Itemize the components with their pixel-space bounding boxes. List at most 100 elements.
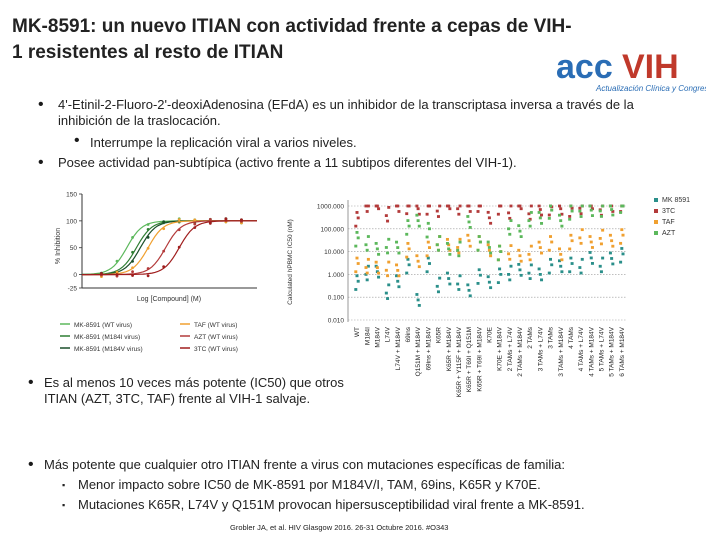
dose-response-point [193, 226, 197, 230]
scatter-category-label: M184I [364, 327, 371, 345]
scatter-point [364, 266, 368, 269]
scatter-point [365, 271, 369, 275]
scatter-point [448, 252, 452, 256]
scatter-point [366, 204, 370, 208]
scatter-point [559, 219, 563, 223]
scatter-point [425, 254, 429, 258]
scatter-point [457, 212, 461, 216]
scatter-point [509, 219, 513, 222]
dose-response-point [162, 220, 166, 224]
scatter-point [611, 210, 615, 213]
scatter-point [384, 214, 388, 217]
scatter-point [468, 226, 472, 229]
scatter-point [611, 244, 615, 248]
scatter-point [447, 243, 451, 247]
scatter-point [456, 246, 460, 249]
scatter-point [507, 252, 511, 256]
dose-response-curve [82, 220, 257, 276]
dose-response-point [115, 270, 119, 274]
scatter-point [578, 209, 582, 213]
scatter-point [397, 251, 401, 255]
scatter-point [518, 268, 522, 272]
scatter-point [589, 208, 593, 212]
scatter-category-label: 3 TAMs [548, 326, 555, 349]
scatter-point [588, 251, 592, 254]
scatter-point [436, 215, 440, 218]
scatter-point [426, 256, 430, 260]
dose-response-point [131, 266, 134, 270]
scatter-point [487, 280, 491, 284]
scatter-point [426, 221, 430, 225]
scatter-point [386, 297, 390, 300]
bullet-dot: • [38, 154, 44, 171]
scatter-point [448, 248, 452, 252]
scatter-point [496, 258, 500, 262]
scatter-point [365, 248, 369, 252]
scatter-point [549, 204, 553, 208]
scatter-point [356, 279, 360, 283]
scatter-point [579, 212, 583, 216]
scatter-point [387, 237, 391, 241]
scatter-point [608, 233, 612, 237]
dose-response-point [115, 259, 119, 263]
scatter-point [538, 208, 542, 211]
scatter-legend-label: TAF [662, 219, 675, 226]
scatter-point [588, 235, 592, 238]
scatter-category-label: K65R + M184V [446, 326, 453, 371]
scatter-point [476, 248, 480, 252]
scatter-point [547, 216, 551, 220]
scatter-category-label: 2 TAMs [527, 326, 534, 349]
scatter-point [377, 207, 381, 211]
scatter-point [426, 240, 430, 244]
scatter-point [355, 274, 359, 278]
bullet-2-text: Posee actividad pan-subtípica (activo fr… [58, 155, 517, 170]
bullet-1-sub-text: Interrumpe la replicación viral a varios… [90, 135, 357, 150]
scatter-point [355, 256, 359, 260]
scatter-point [527, 271, 531, 275]
scatter-point [508, 232, 512, 236]
scatter-legend-swatch [654, 231, 658, 235]
dose-response-curve [82, 220, 257, 276]
scatter-point [610, 257, 614, 260]
scatter-point [397, 274, 401, 278]
scatter-point [569, 204, 573, 208]
scatter-point [458, 274, 462, 278]
scatter-point [407, 247, 411, 251]
scatter-point [560, 224, 564, 228]
scatter-point [601, 228, 605, 232]
accvih-logo: acc VIH Actualización Clínica y Congreso… [556, 48, 706, 93]
scatter-point [427, 227, 431, 231]
dose-response-point [177, 218, 181, 222]
scatter-point [468, 244, 472, 248]
dose-response-ylabel: % Inhibition [55, 228, 62, 264]
scatter-point [518, 229, 522, 233]
scatter-point [436, 290, 440, 294]
scatter-point [417, 265, 421, 269]
scatter-legend-swatch [654, 198, 658, 202]
citation: Grobler JA, et al. HIV Glasgow 2016. 26-… [230, 523, 449, 532]
dose-response-point [208, 218, 212, 221]
dose-response-point [177, 245, 181, 249]
scatter-point [387, 283, 391, 287]
scatter-point [467, 239, 471, 243]
scatter-point [384, 246, 388, 249]
scatter-point [467, 220, 471, 224]
scatter-category-label: Q151M + M184V [415, 326, 422, 376]
scatter-point [527, 219, 531, 223]
scatter-point [489, 251, 493, 255]
scatter-point [498, 267, 502, 271]
scatter-category-label: K65R + T69I + M184V [476, 326, 483, 391]
scatter-point [517, 248, 521, 252]
scatter-point [386, 274, 390, 278]
scatter-point [458, 204, 462, 208]
dose-response-point [208, 221, 212, 225]
scatter-point [508, 278, 512, 282]
scatter-point [445, 237, 449, 241]
scatter-point [507, 211, 511, 215]
scatter-point [509, 204, 513, 208]
scatter-point [489, 221, 493, 225]
dose-response-point [146, 274, 150, 278]
scatter-category-label: L74V [385, 326, 392, 342]
scatter-point [560, 258, 564, 262]
scatter-point [415, 254, 419, 258]
